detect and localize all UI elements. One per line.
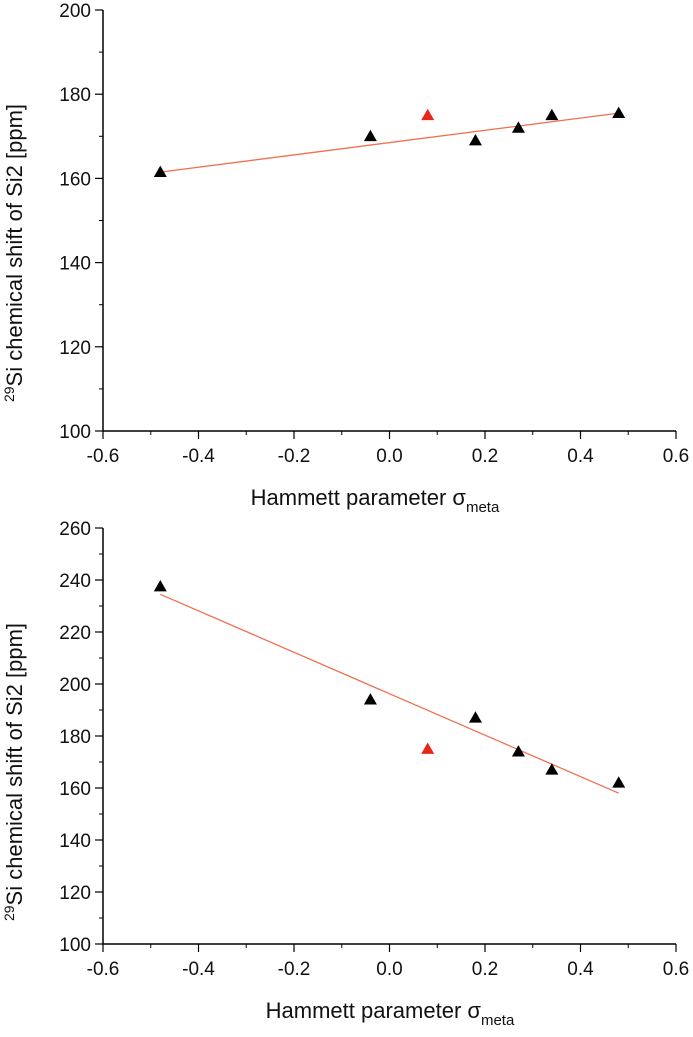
chart-bottom: -0.6 -0.4 -0.2 0.0 0.2 0.4 0.6 100 120 140 160 180 2… <box>1 519 689 1029</box>
data-point <box>545 763 559 775</box>
x-tick-label: 0.6 <box>663 446 689 467</box>
y-tick-label: 180 <box>59 727 91 748</box>
x-tick-label: -0.4 <box>182 446 215 467</box>
linear-fit-line <box>160 112 619 173</box>
y-tick-label: 100 <box>59 422 91 443</box>
x-tick-label: 0.6 <box>663 959 689 980</box>
y-tick-label: 200 <box>59 1 91 22</box>
data-point <box>612 106 626 119</box>
y-tick-label: 180 <box>59 85 91 106</box>
x-tick-label: 0.0 <box>376 446 402 467</box>
data-point <box>511 745 525 757</box>
highlight-data-point <box>421 108 435 121</box>
y-axis-title: 29Si chemical shift of Si2 [ppm] <box>1 623 27 921</box>
data-point <box>468 134 482 146</box>
data-point <box>612 776 626 788</box>
y-tick-label: 260 <box>59 519 91 540</box>
x-tick-label: 0.0 <box>376 959 402 980</box>
x-tick-label: 0.2 <box>472 959 498 980</box>
x-axis-title: Hammett parameter σmeta <box>251 485 500 516</box>
y-tick-label: 200 <box>59 675 91 696</box>
x-tick-label: -0.6 <box>87 959 120 980</box>
y-tick-label: 140 <box>59 254 91 275</box>
x-tick-label: -0.2 <box>278 446 311 467</box>
x-tick-label: 0.2 <box>472 446 498 467</box>
y-axis-title-group: 29Si chemical shift of Si2 [ppm] <box>1 104 27 402</box>
y-tick-label: 120 <box>59 338 91 359</box>
y-axis-title-group: 29Si chemical shift of Si2 [ppm] <box>1 623 27 921</box>
x-tick-label: -0.2 <box>278 959 311 980</box>
data-point <box>363 693 377 705</box>
linear-fit-line <box>160 593 619 794</box>
y-tick-label: 160 <box>59 779 91 800</box>
data-point <box>363 129 377 142</box>
data-point <box>468 711 482 723</box>
x-tick-label: -0.6 <box>87 446 120 467</box>
y-tick-label: 100 <box>59 935 91 956</box>
x-tick-label: -0.4 <box>182 959 215 980</box>
data-point <box>545 108 559 121</box>
data-point <box>153 165 167 177</box>
y-tick-label: 160 <box>59 169 91 190</box>
data-point <box>511 121 525 133</box>
chart-top: -0.6 -0.4 -0.2 0.0 0.2 0.4 0.6 100 120 140 160 180 2… <box>1 1 689 516</box>
highlight-data-point <box>421 742 435 754</box>
y-axis-title: 29Si chemical shift of Si2 [ppm] <box>1 104 27 402</box>
x-tick-label: 0.4 <box>567 446 594 467</box>
x-axis-title: Hammett parameter σmeta <box>266 998 515 1029</box>
y-tick-label: 140 <box>59 831 91 852</box>
y-tick-label: 220 <box>59 623 91 644</box>
data-point <box>153 580 167 592</box>
y-tick-label: 120 <box>59 883 91 904</box>
x-tick-label: 0.4 <box>567 959 594 980</box>
y-tick-label: 240 <box>59 571 91 592</box>
